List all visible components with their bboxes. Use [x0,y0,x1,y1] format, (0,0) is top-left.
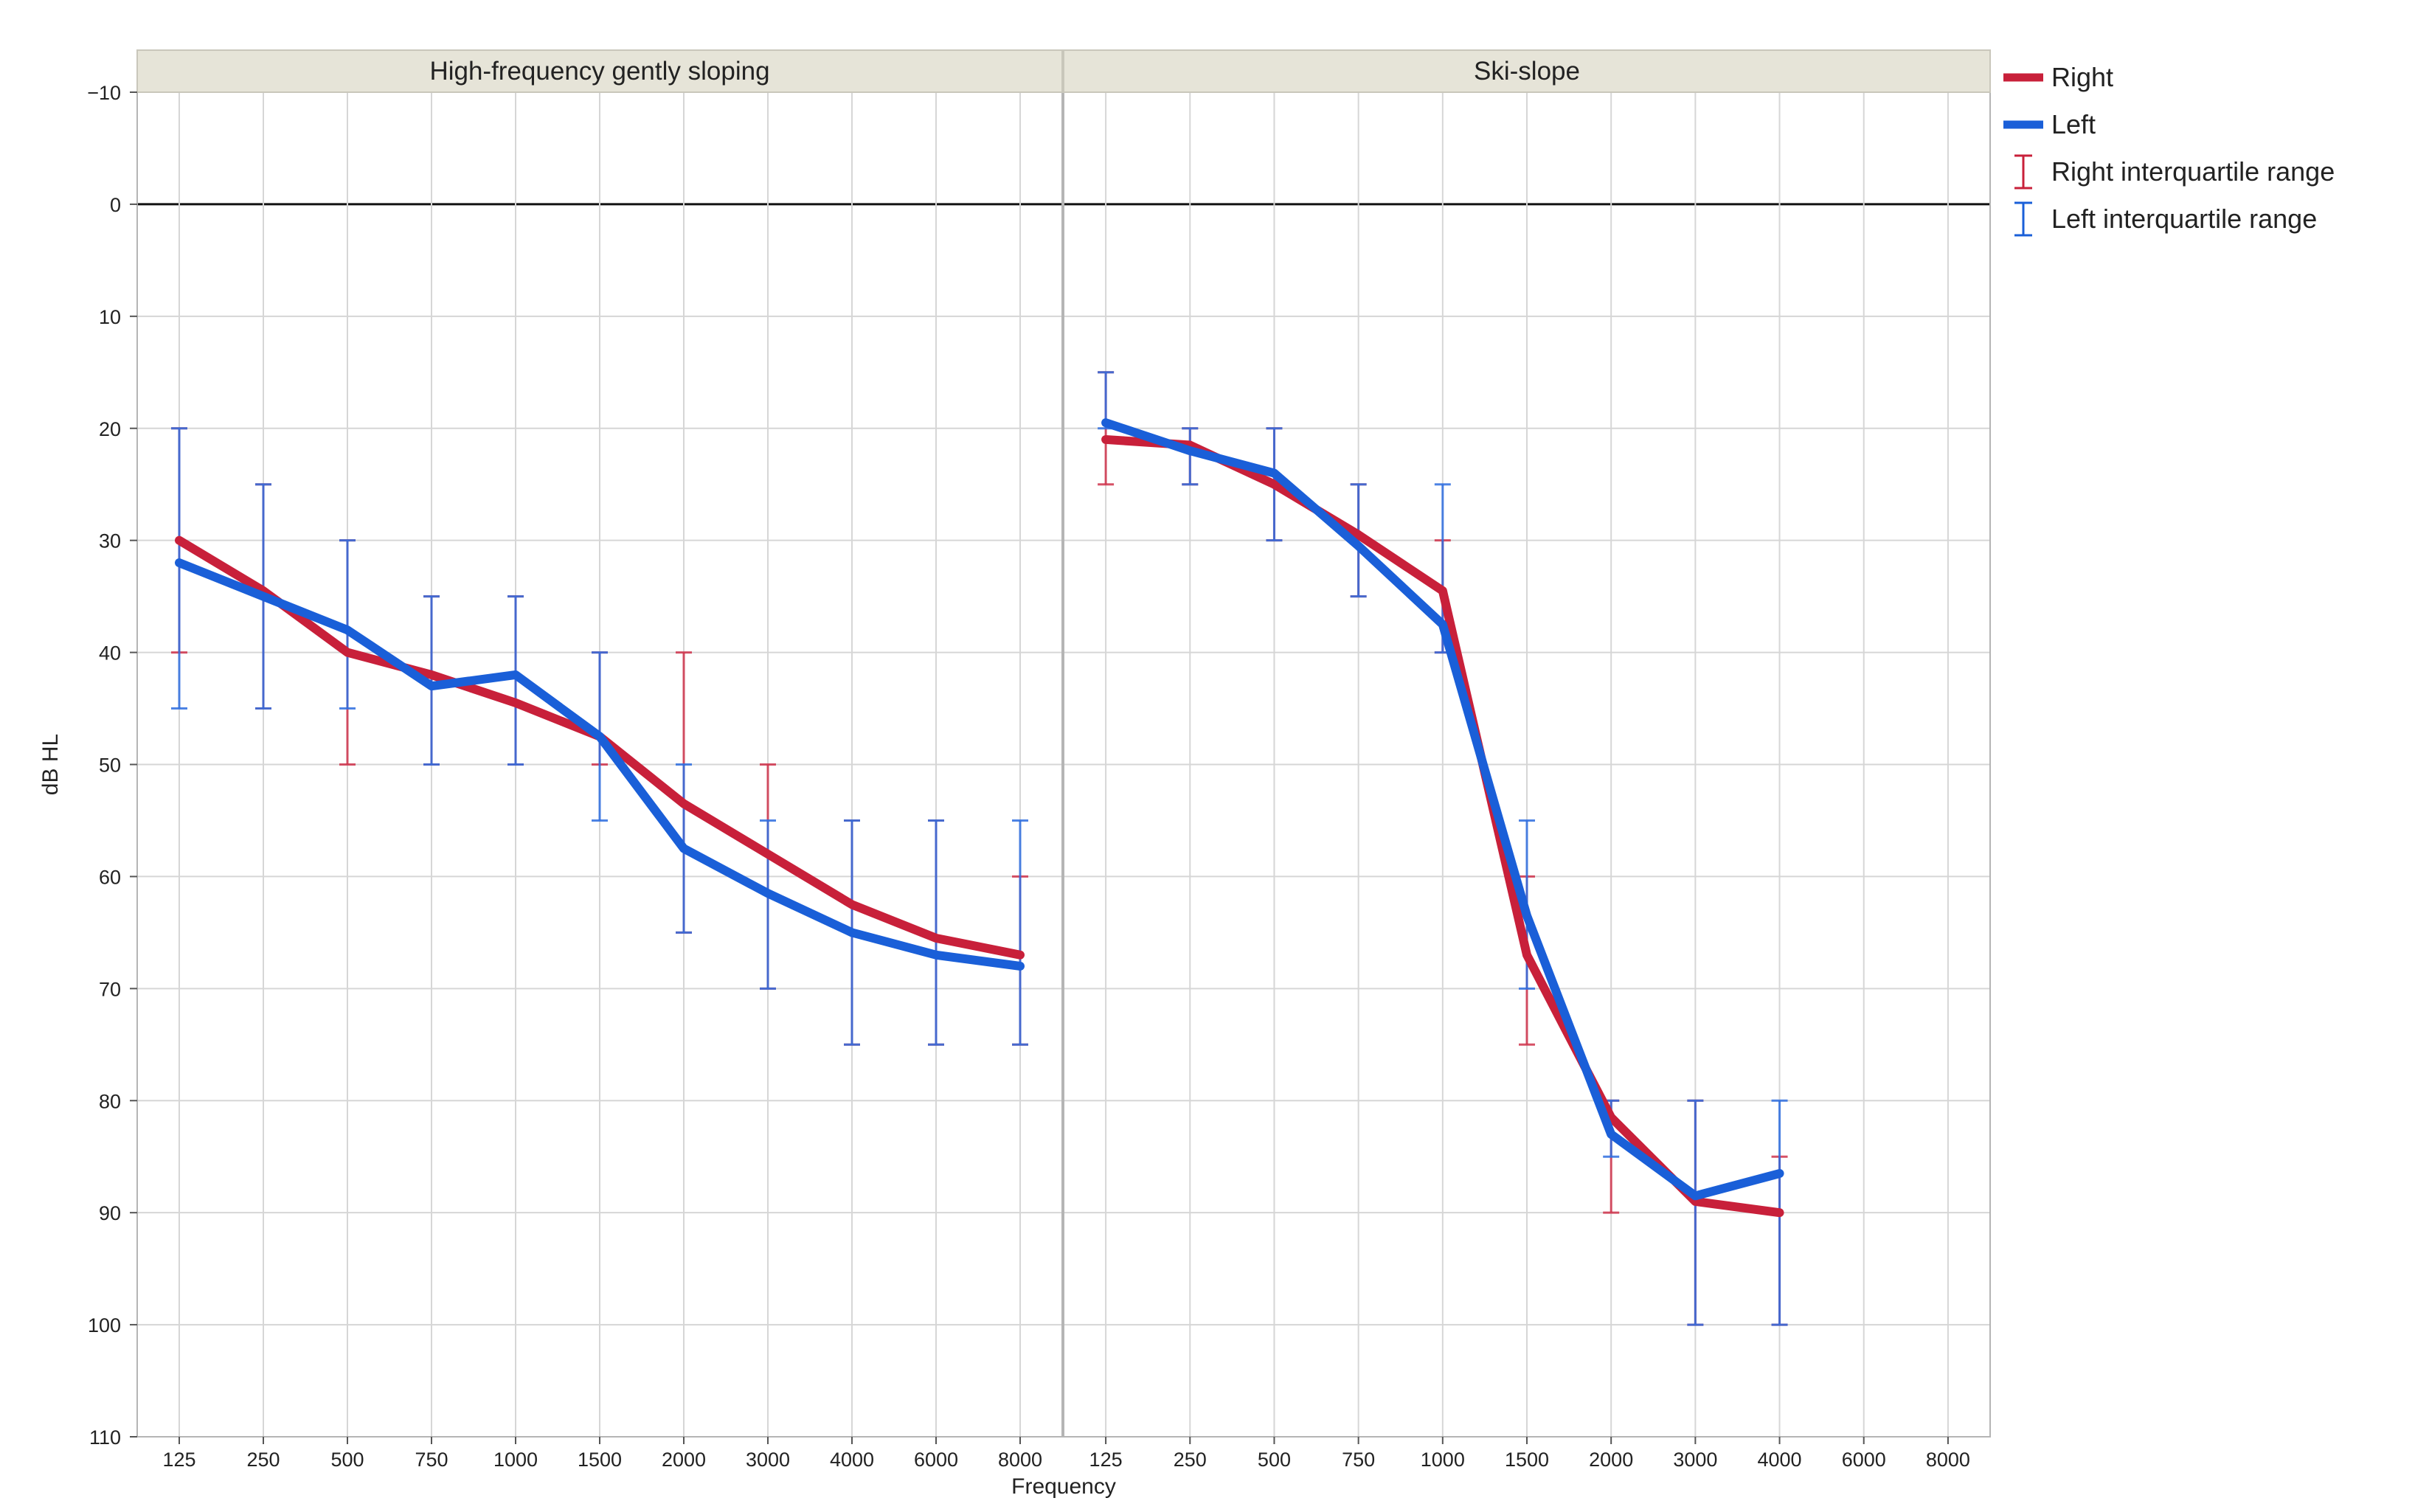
x-tick-label: 250 [1174,1449,1207,1471]
axis-layer: 125 250 500 750 1000 1500 2000 3000 4000 6000 8000… [38,82,1970,1499]
x-tick-label: 1500 [1505,1449,1549,1471]
left-iqr-errorbar [1687,1099,1704,1326]
x-tick-label: 1000 [493,1449,538,1471]
y-tick-label: 30 [99,530,121,552]
y-tick-label: −10 [87,82,121,104]
y-tick-label: 60 [99,866,121,888]
y-tick-label: 50 [99,755,121,777]
left-iqr-errorbar [1182,427,1199,486]
legend-layer: Right Left Right interquartile range Left i… [2003,62,2335,237]
x-tick-label: 125 [162,1449,195,1471]
x-tick-label: 250 [246,1449,280,1471]
legend-item-right-iqr: Right interquartile range [2014,154,2335,190]
x-tick-label: 6000 [914,1449,958,1471]
panel-title: Ski-slope [1474,57,1580,86]
y-tick-label: 10 [99,306,121,328]
y-tick-label: 110 [89,1426,121,1449]
x-tick-label: 1500 [578,1449,622,1471]
x-tick-label: 500 [330,1449,364,1471]
legend-item-left-iqr: Left interquartile range [2014,201,2317,237]
y-tick-label: 40 [99,642,121,665]
y-axis-title: dB HL [38,734,63,795]
legend-label: Left [2051,109,2096,139]
legend-label: Right [2051,62,2113,92]
x-tick-label: 4000 [1758,1449,1802,1471]
grid-layer [137,92,1990,1437]
y-tick-label: 90 [99,1202,121,1224]
left-iqr-errorbar [339,539,356,710]
x-tick-label: 8000 [1926,1449,1970,1471]
left-iqr-errorbar [1012,819,1028,1046]
frame-layer: High-frequency gently sloping Ski-slope [136,49,1991,1438]
panel-title-strip [1063,49,1991,93]
panel-title-strip [136,49,1063,93]
x-tick-label: 2000 [1589,1449,1633,1471]
x-axis-title: Frequency [1011,1474,1116,1499]
left-iqr-errorbar [928,819,944,1046]
left-series-line [175,558,1025,971]
y-tick-label: 0 [110,194,121,216]
x-tick-label: 750 [415,1449,448,1471]
x-tick-label: 6000 [1842,1449,1886,1471]
legend-item-right: Right [2003,62,2113,92]
legend-item-left: Left [2003,109,2096,139]
left-iqr-errorbar [507,595,524,766]
legend-label: Right interquartile range [2051,156,2335,187]
x-tick-label: 750 [1342,1449,1375,1471]
panel-title: High-frequency gently sloping [429,57,769,86]
x-tick-label: 500 [1258,1449,1291,1471]
y-tick-label: 80 [99,1090,121,1112]
left-iqr-errorbar [423,595,440,766]
left-series-line [1101,418,1784,1201]
x-tick-label: 3000 [1673,1449,1717,1471]
y-tick-label: 100 [88,1314,121,1336]
legend-label: Left interquartile range [2051,204,2317,234]
series-layer [171,371,1788,1326]
x-tick-label: 4000 [830,1449,874,1471]
x-tick-label: 8000 [998,1449,1042,1471]
x-tick-label: 2000 [662,1449,706,1471]
x-tick-label: 125 [1089,1449,1123,1471]
x-tick-label: 3000 [746,1449,790,1471]
left-iqr-errorbar [171,427,187,710]
left-iqr-errorbar [760,819,776,990]
x-tick-label: 1000 [1421,1449,1465,1471]
y-tick-label: 70 [99,978,121,1000]
y-tick-label: 20 [99,418,121,440]
